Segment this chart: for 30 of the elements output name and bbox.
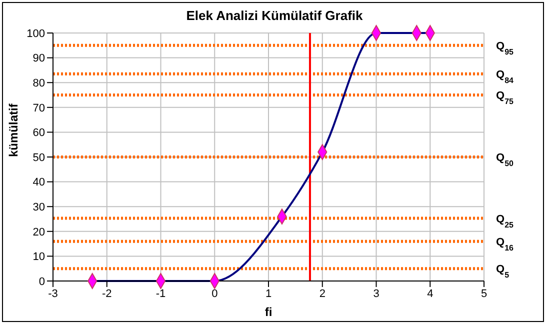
y-tick-label: 100 bbox=[26, 28, 45, 40]
chart-title: Elek Analizi Kümülatif Grafik bbox=[185, 8, 364, 23]
x-tick-label: -1 bbox=[156, 288, 166, 300]
x-tick-label: 0 bbox=[212, 288, 218, 300]
y-tick-label: 50 bbox=[32, 152, 45, 164]
y-tick-label: 20 bbox=[32, 226, 45, 238]
ref-line-label: Q$_{16}$ bbox=[496, 236, 514, 252]
x-tick-label: 1 bbox=[265, 288, 272, 300]
ref-line-label: Q$_{84}$ bbox=[496, 68, 514, 84]
x-axis-title: fi bbox=[264, 305, 272, 319]
ref-line-label: Q$_{50}$ bbox=[496, 152, 514, 168]
y-tick-label: 60 bbox=[32, 127, 45, 140]
y-tick-label: 70 bbox=[32, 102, 45, 114]
x-tick-label: 2 bbox=[319, 288, 326, 300]
y-tick-label: 90 bbox=[32, 52, 45, 65]
y-axis-title: kümülatif bbox=[6, 102, 20, 157]
y-tick-label: 10 bbox=[32, 251, 45, 264]
x-tick-label: 5 bbox=[480, 288, 488, 300]
ref-line-label: Q$_{95}$ bbox=[496, 40, 514, 56]
y-tick-label: 0 bbox=[38, 276, 45, 288]
ref-line-label: Q$_{75}$ bbox=[496, 90, 514, 106]
x-tick-label: 4 bbox=[427, 288, 434, 300]
x-tick-label: -3 bbox=[48, 288, 58, 300]
ref-line-label: Q$_{5}$ bbox=[496, 264, 510, 280]
x-tick-label: -2 bbox=[102, 288, 112, 300]
y-tick-label: 80 bbox=[32, 78, 45, 90]
ref-line-label: Q$_{25}$ bbox=[496, 213, 514, 229]
x-tick-label: 3 bbox=[373, 288, 380, 300]
y-tick-label: 30 bbox=[32, 202, 45, 214]
y-tick-label: 40 bbox=[32, 176, 45, 189]
